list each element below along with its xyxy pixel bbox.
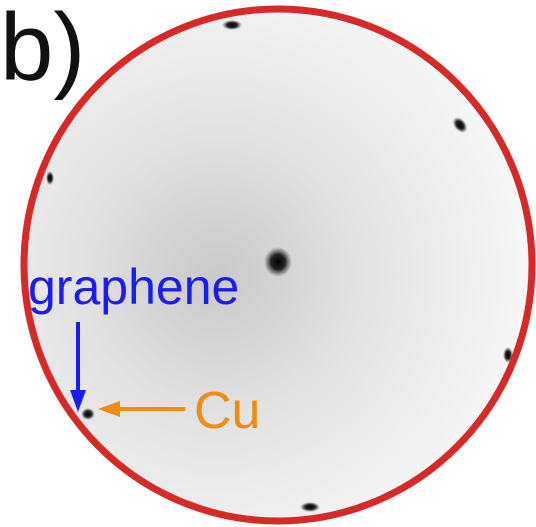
leed-figure: b) graphene Cu [0,0,536,527]
spot [222,20,242,30]
central-spot [264,247,292,277]
spot [81,408,95,420]
graphene-label: graphene [28,259,239,315]
spot [300,502,320,512]
cu-label: Cu [194,382,260,440]
spot [46,171,54,185]
panel-label: b) [0,0,85,101]
